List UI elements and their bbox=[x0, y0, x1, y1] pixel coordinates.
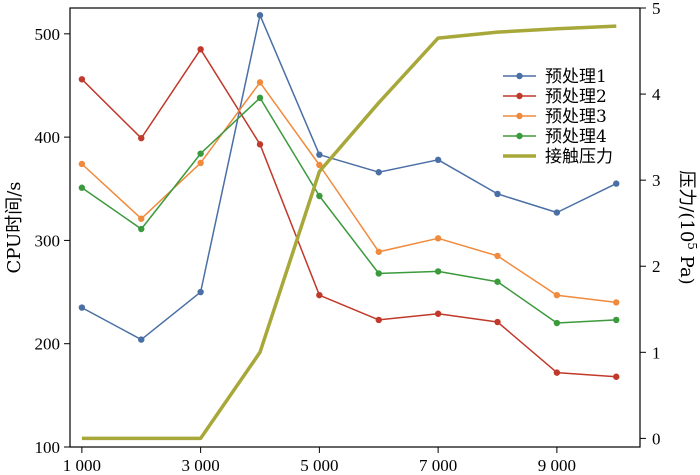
data-point bbox=[78, 160, 86, 168]
y-axis-title: CPU时间/s bbox=[4, 181, 25, 273]
data-point bbox=[197, 46, 204, 53]
plot-area bbox=[78, 12, 620, 441]
data-point bbox=[553, 209, 561, 216]
y-axis-left: 100 200 300 400 500 bbox=[35, 25, 70, 457]
data-point bbox=[613, 299, 620, 306]
legend-marker bbox=[516, 132, 523, 140]
series-line-5 bbox=[81, 24, 617, 441]
series-line-1 bbox=[81, 14, 617, 341]
data-point bbox=[613, 316, 620, 324]
legend-label: 预处理2 bbox=[545, 87, 607, 107]
y-tick-label: 200 bbox=[35, 335, 61, 354]
data-point bbox=[316, 161, 323, 169]
data-point bbox=[256, 79, 264, 86]
data-point bbox=[494, 252, 501, 260]
x-tick-label: 1 000 bbox=[63, 456, 101, 475]
legend-marker bbox=[516, 92, 523, 100]
y-tick-label: 100 bbox=[35, 438, 61, 457]
data-point bbox=[78, 304, 86, 311]
data-point bbox=[197, 150, 204, 157]
y2-axis-title-superscript: 5 bbox=[685, 242, 699, 250]
y-tick-label: 300 bbox=[35, 231, 61, 250]
x-tick-label: 7 000 bbox=[419, 456, 457, 475]
data-point bbox=[613, 180, 620, 187]
data-point bbox=[375, 169, 382, 176]
data-point bbox=[138, 134, 145, 142]
x-tick-label: 5 000 bbox=[300, 456, 338, 475]
y2-tick-label: 1 bbox=[652, 343, 661, 362]
legend-label: 预处理4 bbox=[545, 127, 607, 147]
plot-frame bbox=[69, 7, 641, 448]
data-point bbox=[553, 291, 561, 299]
y2-tick-label: 2 bbox=[652, 257, 661, 276]
series-line-2 bbox=[81, 48, 617, 378]
data-point bbox=[434, 310, 442, 317]
series-line-4 bbox=[81, 97, 617, 324]
data-point bbox=[494, 278, 501, 285]
data-point bbox=[375, 316, 382, 324]
data-point bbox=[553, 369, 561, 376]
data-point bbox=[197, 288, 204, 296]
x-tick-label: 9 000 bbox=[538, 456, 576, 475]
data-point bbox=[375, 248, 382, 255]
legend-marker bbox=[516, 72, 523, 80]
data-point bbox=[78, 184, 86, 191]
y2-axis-title: 压力/(105 Pa) bbox=[676, 170, 699, 284]
data-point bbox=[138, 215, 145, 222]
y2-tick-label: 5 bbox=[652, 0, 661, 18]
y2-axis-title-end: Pa) bbox=[676, 250, 697, 285]
data-point bbox=[434, 268, 442, 275]
data-point bbox=[316, 151, 323, 158]
data-point bbox=[553, 319, 561, 327]
legend-marker bbox=[516, 112, 523, 120]
data-point bbox=[138, 336, 145, 343]
data-point bbox=[316, 192, 323, 200]
data-point bbox=[256, 12, 264, 19]
data-point bbox=[434, 156, 442, 164]
y2-axis-title-main: 压力/(10 bbox=[676, 170, 697, 242]
y2-tick-label: 4 bbox=[652, 85, 661, 104]
y-tick-label: 500 bbox=[35, 25, 61, 44]
data-point bbox=[494, 318, 501, 326]
legend-label: 预处理3 bbox=[545, 107, 607, 127]
data-point bbox=[494, 190, 501, 198]
y2-tick-label: 3 bbox=[652, 171, 661, 190]
data-point bbox=[138, 225, 145, 233]
legend-label: 预处理1 bbox=[545, 67, 607, 87]
data-point bbox=[316, 291, 323, 299]
data-point bbox=[197, 159, 204, 167]
x-axis: 1 000 3 000 5 000 7 000 9 000 bbox=[63, 447, 576, 475]
x-tick-label: 3 000 bbox=[182, 456, 220, 475]
data-point bbox=[613, 373, 620, 380]
data-point bbox=[256, 141, 264, 148]
data-point bbox=[78, 76, 86, 83]
data-point bbox=[375, 270, 382, 277]
legend-label: 接触压力 bbox=[545, 147, 613, 167]
data-point bbox=[434, 235, 442, 242]
y2-tick-label: 0 bbox=[652, 429, 661, 448]
y-tick-label: 400 bbox=[35, 128, 61, 147]
series-line-3 bbox=[81, 81, 617, 304]
y-axis-right: 0 1 2 3 4 5 bbox=[640, 0, 661, 448]
data-point bbox=[256, 94, 264, 102]
